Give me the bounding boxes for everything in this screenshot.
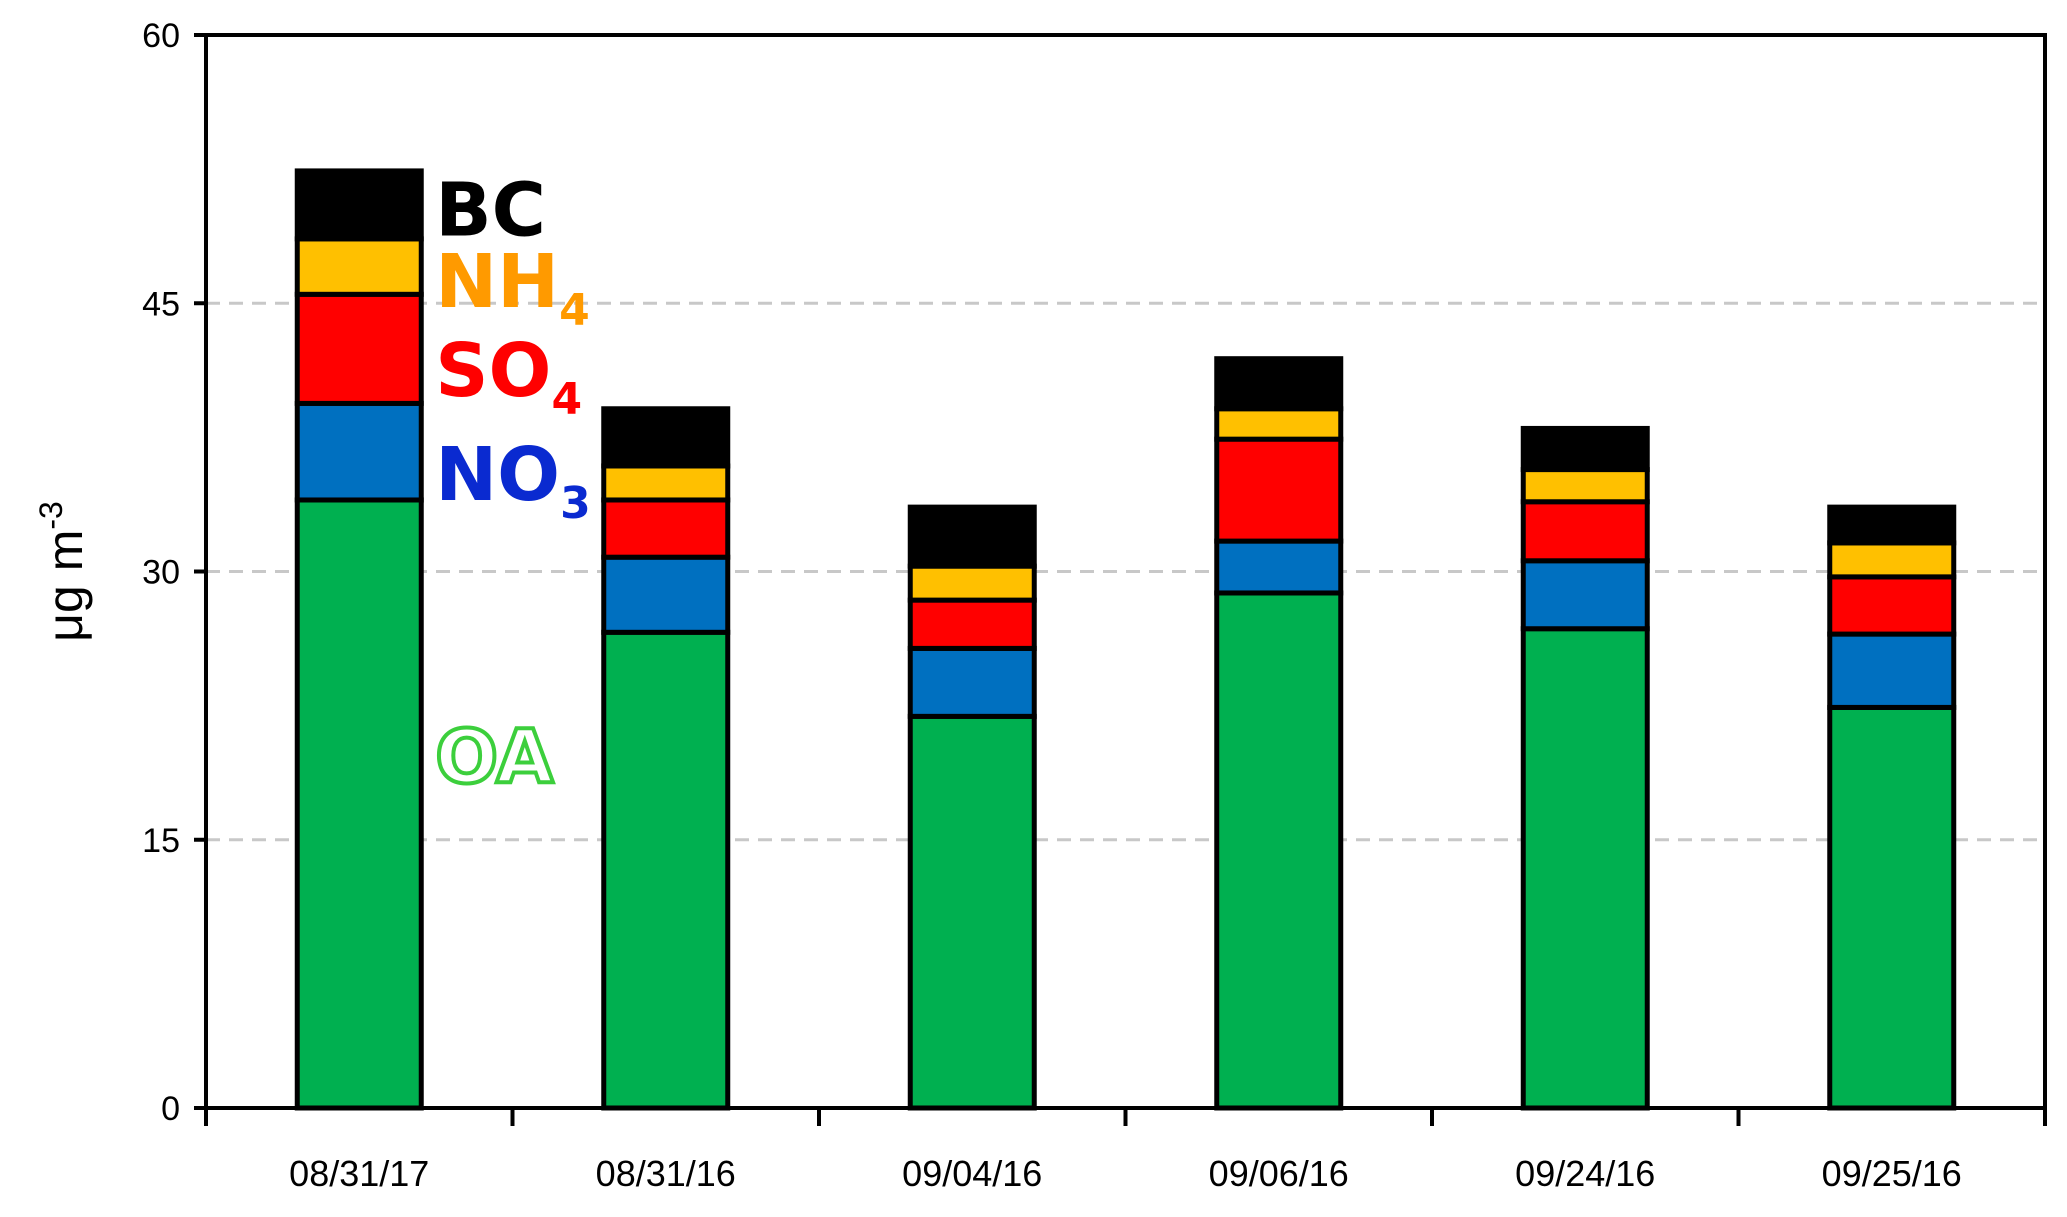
legend-label-oa: OA <box>435 715 553 801</box>
bar-segment-no3 <box>601 554 731 635</box>
x-tick-label: 09/25/16 <box>1822 1153 1962 1194</box>
y-axis-label: μg m-3 <box>33 501 93 642</box>
y-tick-label: 0 <box>161 1090 180 1128</box>
bar-segment-no3 <box>907 645 1037 719</box>
bar-segment-no3 <box>1214 538 1344 596</box>
y-tick-label: 15 <box>142 822 180 860</box>
bar-segment-bc <box>907 504 1037 569</box>
bar-segment-bc <box>1827 504 1957 546</box>
y-axis-ticks: 0 15 30 45 60 <box>142 17 206 1128</box>
legend-label-nh4: NH4 <box>435 239 590 336</box>
x-tick-label: 09/04/16 <box>902 1153 1042 1194</box>
bars <box>294 168 1957 1111</box>
bar-segment-oa <box>601 629 731 1111</box>
bar-segment-nh4 <box>601 463 731 503</box>
y-axis-label-superscript: -3 <box>33 501 69 529</box>
bar-segment-oa <box>907 713 1037 1111</box>
x-axis-ticks: 08/31/17 08/31/16 09/04/16 09/06/16 09/24/16… <box>204 1108 2047 1194</box>
bar-segment-so4 <box>907 597 1037 651</box>
x-tick-label: 09/06/16 <box>1209 1153 1349 1194</box>
x-tick-label: 09/24/16 <box>1515 1153 1655 1194</box>
bar-segment-so4 <box>1520 499 1650 564</box>
bar-segment-no3 <box>1520 558 1650 632</box>
legend-label-bc: BC <box>435 167 546 253</box>
bar-segment-so4 <box>294 291 424 406</box>
y-tick-label: 30 <box>142 554 180 592</box>
x-tick-label: 08/31/17 <box>289 1153 429 1194</box>
bar-segment-nh4 <box>1827 540 1957 580</box>
bar-segment-nh4 <box>1520 467 1650 505</box>
y-tick-label: 60 <box>142 17 180 55</box>
bar-segment-no3 <box>294 400 424 503</box>
bar-segment-oa <box>1520 626 1650 1111</box>
x-tick-label: 08/31/16 <box>596 1153 736 1194</box>
bar-segment-so4 <box>1827 574 1957 637</box>
bar-segment-oa <box>1214 590 1344 1111</box>
bar-segment-so4 <box>601 497 731 560</box>
legend-label-so4: SO4 <box>435 328 582 425</box>
bar-segment-oa <box>1827 704 1957 1111</box>
bar-segment-nh4 <box>907 563 1037 603</box>
bar-segment-bc <box>294 168 424 242</box>
bar-segment-nh4 <box>294 236 424 297</box>
bar-segment-bc <box>601 406 731 469</box>
y-axis-label-main: μg m <box>37 530 93 642</box>
bar-segment-no3 <box>1827 631 1957 710</box>
gridlines <box>206 301 2045 842</box>
bar-segment-so4 <box>1214 436 1344 544</box>
bar-segment-nh4 <box>1214 406 1344 442</box>
y-tick-label: 45 <box>142 285 180 323</box>
legend-label-no3: NO3 <box>435 432 590 529</box>
bar-segment-bc <box>1520 425 1650 473</box>
bar-segment-oa <box>294 497 424 1111</box>
bar-segment-bc <box>1214 356 1344 412</box>
